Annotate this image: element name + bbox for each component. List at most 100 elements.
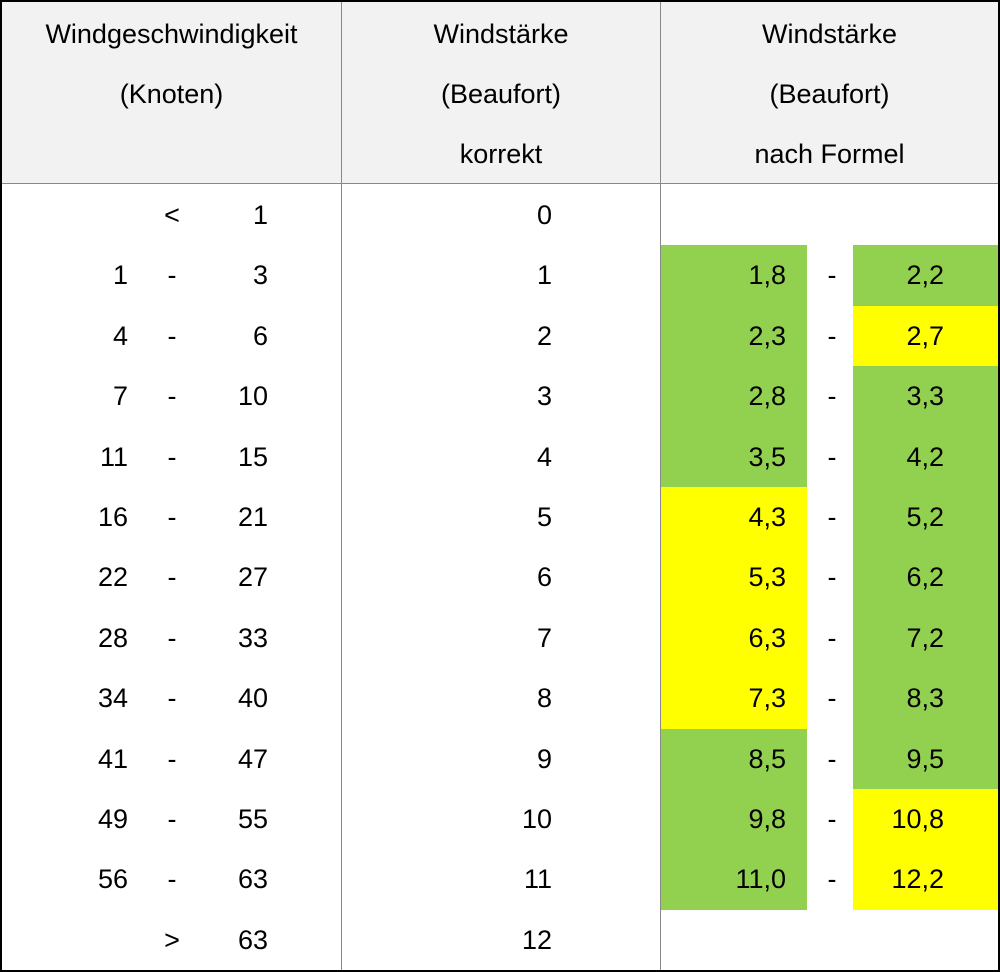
knots-sep: < xyxy=(164,200,180,230)
knots-to: 47 xyxy=(237,743,268,774)
knots-sep: - xyxy=(167,441,177,472)
knots-from: 11 xyxy=(99,441,128,472)
knots-sep: - xyxy=(167,260,177,291)
formula-from: 8,5 xyxy=(748,743,786,774)
knots-sep: - xyxy=(167,864,177,895)
knots-to: 15 xyxy=(237,441,268,472)
formula-sep: - xyxy=(827,441,837,472)
formula-from-bg xyxy=(661,547,807,609)
formula-to-bg xyxy=(853,245,998,307)
knots-sep: - xyxy=(167,381,177,412)
formula-from: 7,3 xyxy=(748,683,786,714)
formula-to: 8,3 xyxy=(906,683,944,714)
formula-to-bg xyxy=(853,426,998,488)
knots-sep: - xyxy=(167,804,177,834)
header-text: (Knoten) xyxy=(119,79,224,109)
formula-sep: - xyxy=(827,260,837,291)
knots-to: 21 xyxy=(237,502,268,532)
beaufort: 8 xyxy=(536,683,552,714)
formula-from: 1,8 xyxy=(748,260,786,291)
formula-sep: - xyxy=(827,502,837,532)
formula-to-bg xyxy=(853,487,998,548)
header-text: Windstärke xyxy=(761,19,898,49)
formula-to: 3,3 xyxy=(906,381,944,412)
knots-from: 22 xyxy=(97,562,128,593)
formula-to-bg xyxy=(853,547,998,609)
header-text: korrekt xyxy=(459,139,543,169)
formula-from-bg xyxy=(661,245,807,307)
knots-from: 16 xyxy=(97,502,128,532)
formula-to-bg xyxy=(853,305,998,367)
header-row xyxy=(2,2,998,184)
formula-to-bg xyxy=(853,728,998,790)
formula-to-bg xyxy=(853,366,998,428)
knots-from: 41 xyxy=(97,743,128,774)
formula-to: 7,2 xyxy=(906,622,944,653)
formula-to-bg xyxy=(853,849,998,911)
formula-sep: - xyxy=(827,683,837,714)
beaufort: 0 xyxy=(536,200,552,230)
knots-to: 1 xyxy=(252,200,268,230)
knots-from: 28 xyxy=(97,622,128,653)
formula-from-bg xyxy=(661,487,807,548)
knots-to: 6 xyxy=(252,320,268,351)
knots-from: 4 xyxy=(112,320,128,351)
formula-to: 10,8 xyxy=(891,804,944,834)
knots-sep: - xyxy=(167,683,177,714)
formula-sep: - xyxy=(827,381,837,412)
formula-to-bg xyxy=(853,668,998,730)
knots-to: 27 xyxy=(237,562,268,593)
formula-from: 11,0 xyxy=(735,864,786,895)
knots-from: 49 xyxy=(97,804,128,834)
knots-to: 63 xyxy=(237,864,268,895)
column-divider xyxy=(660,2,661,970)
knots-to: 3 xyxy=(252,260,268,291)
formula-from: 2,8 xyxy=(748,381,786,412)
formula-sep: - xyxy=(827,864,837,895)
knots-sep: - xyxy=(167,622,177,653)
beaufort: 7 xyxy=(536,622,552,653)
knots-to: 63 xyxy=(237,924,268,955)
knots-sep: - xyxy=(167,502,177,532)
knots-sep: - xyxy=(167,562,177,593)
formula-from-bg xyxy=(661,426,807,488)
formula-sep: - xyxy=(827,562,837,593)
knots-from: 1 xyxy=(112,260,128,291)
formula-from-bg xyxy=(661,728,807,790)
knots-from: 56 xyxy=(97,864,128,895)
knots-to: 40 xyxy=(237,683,268,714)
formula-from-bg xyxy=(661,607,807,669)
formula-to: 5,2 xyxy=(906,502,944,532)
beaufort: 3 xyxy=(536,381,552,412)
beaufort: 11 xyxy=(523,864,552,895)
knots-sep: > xyxy=(164,924,180,955)
formula-from: 9,8 xyxy=(748,804,786,834)
beaufort: 5 xyxy=(536,502,552,532)
formula-from-bg xyxy=(661,668,807,730)
formula-from: 2,3 xyxy=(748,320,786,351)
knots-to: 33 xyxy=(237,622,268,653)
knots-sep: - xyxy=(167,743,177,774)
knots-sep: - xyxy=(167,320,177,351)
formula-from-bg xyxy=(661,305,807,367)
formula-to-bg xyxy=(853,789,998,850)
formula-from: 4,3 xyxy=(748,502,786,532)
knots-from: 34 xyxy=(97,683,128,714)
formula-to: 2,7 xyxy=(906,320,944,351)
formula-sep: - xyxy=(827,804,837,834)
formula-sep: - xyxy=(827,622,837,653)
formula-from: 5,3 xyxy=(748,562,786,593)
knots-to: 10 xyxy=(237,381,268,412)
formula-to: 9,5 xyxy=(906,743,944,774)
formula-from-bg xyxy=(661,366,807,428)
formula-to: 4,2 xyxy=(906,441,944,472)
beaufort: 4 xyxy=(536,441,552,472)
beaufort: 2 xyxy=(536,320,552,351)
formula-to: 2,2 xyxy=(906,260,944,291)
beaufort: 9 xyxy=(536,743,552,774)
beaufort: 12 xyxy=(521,924,552,955)
formula-from: 3,5 xyxy=(748,441,786,472)
formula-to: 12,2 xyxy=(891,864,944,895)
beaufort: 10 xyxy=(521,804,552,834)
knots-from: 7 xyxy=(112,381,128,412)
